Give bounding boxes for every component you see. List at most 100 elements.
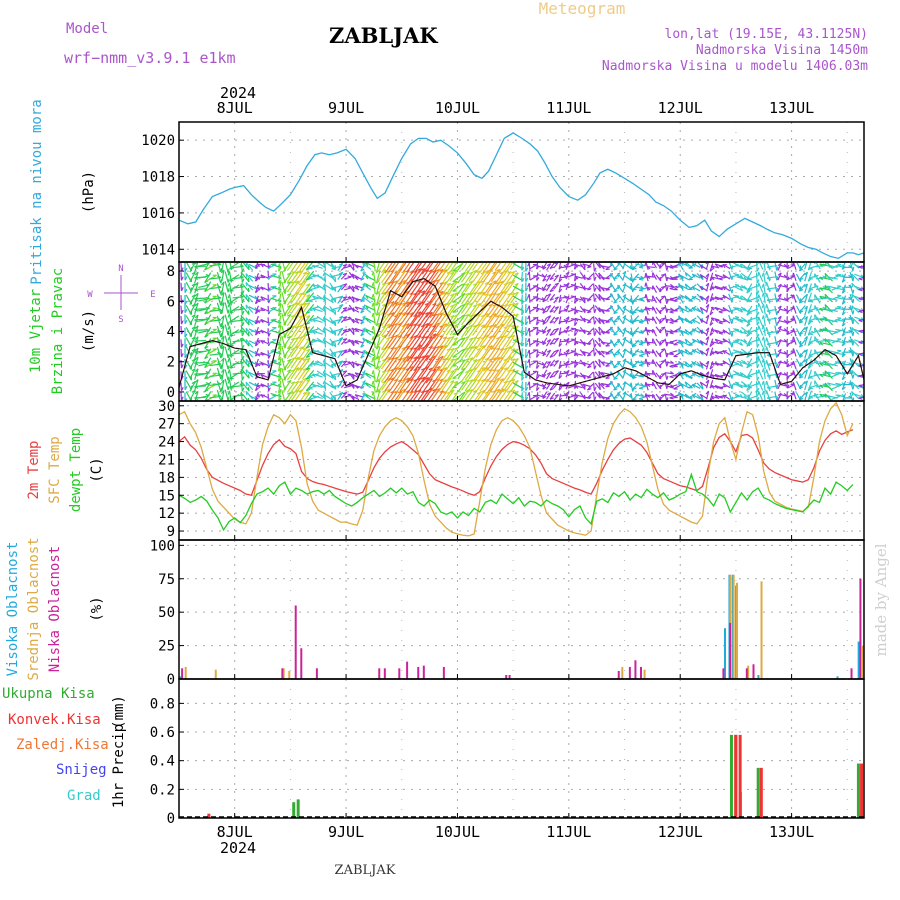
wind-unit: (m/s) <box>81 310 97 352</box>
wind-arrow-head <box>824 273 827 278</box>
wind-arrow-head <box>298 324 304 328</box>
wind-arrow <box>324 284 334 291</box>
wind-arrow <box>705 379 710 389</box>
wind-arrow <box>613 348 621 356</box>
wind-arrow-head <box>582 351 586 355</box>
wind-arrow <box>757 302 764 314</box>
wind-arrow-head <box>365 351 369 356</box>
wind-arrow <box>792 382 797 391</box>
wind-arrow <box>858 396 864 399</box>
wind-arrow <box>579 349 586 357</box>
wind-arrow-head <box>255 397 259 401</box>
wind-arrow <box>189 381 196 392</box>
wind-arrow <box>301 348 311 361</box>
wind-arrow <box>245 369 254 378</box>
wind-arrow-head <box>461 324 466 328</box>
wind-arrow-head <box>613 277 618 280</box>
wind-arrow <box>757 348 764 360</box>
wind-arrow-head <box>765 327 768 332</box>
wind-arrow <box>348 393 355 401</box>
wind-arrow-head <box>342 283 347 286</box>
wind-arrow <box>316 370 326 378</box>
wind-arrow <box>755 381 758 392</box>
wind-arrow-head <box>453 302 458 306</box>
wind-arrow <box>587 283 594 291</box>
wind-arrow <box>658 348 666 355</box>
wind-arrow <box>445 358 455 371</box>
wind-arrow <box>416 390 426 401</box>
wind-arrow-head <box>684 338 688 344</box>
wind-arrow <box>433 378 444 393</box>
wind-arrow <box>536 303 539 313</box>
wind-arrow-head <box>617 273 619 278</box>
date-tick-top: 10JUL <box>435 99 480 117</box>
wind-arrow-head <box>756 376 760 381</box>
wind-arrow-head <box>766 397 772 400</box>
wind-arrow <box>344 287 352 291</box>
wind-arrow <box>718 309 727 313</box>
wind-arrow-head <box>714 394 719 399</box>
wind-arrow-head <box>245 328 248 333</box>
wind-arrow-head <box>469 292 474 296</box>
wind-arrow-head <box>858 310 863 314</box>
wind-arrow <box>635 309 644 313</box>
wind-arrow-head <box>680 275 684 280</box>
wind-arrow <box>380 346 391 359</box>
wind-arrow-head <box>722 274 726 279</box>
wind-arrow <box>537 383 545 388</box>
wind-arrow <box>337 271 344 280</box>
wind-arrow <box>375 346 381 360</box>
wind-arrow <box>536 392 539 401</box>
wind-arrow <box>494 271 505 285</box>
wind-arrow-head <box>452 355 457 358</box>
wind-arrow-head <box>386 281 391 285</box>
wind-arrow-head <box>613 268 618 271</box>
wind-arrow-head <box>260 319 264 323</box>
wind-arrow <box>658 372 666 380</box>
wind-arrow-head <box>646 362 651 366</box>
wind-arrow <box>692 295 701 301</box>
wind-arrow-head <box>598 359 601 364</box>
wind-arrow-head <box>453 324 458 327</box>
wind-arrow-head <box>294 302 300 305</box>
wind-arrow-head <box>496 292 501 296</box>
wind-arrow-head <box>761 315 765 320</box>
wind-arrow-head <box>302 391 307 395</box>
wind-arrow <box>240 271 243 283</box>
wind-arrow-head <box>465 335 470 339</box>
wind-arrow <box>308 286 320 291</box>
wind-arrow <box>528 294 531 303</box>
wind-arrow-head <box>204 356 209 360</box>
wind-arrow <box>722 286 731 292</box>
wind-arrow-head <box>765 281 768 287</box>
wind-arrow <box>502 303 512 317</box>
wind-arrow <box>835 319 846 323</box>
wind-arrow-head <box>525 287 529 292</box>
wind-arrow <box>267 307 277 313</box>
wind-arrow <box>391 345 403 360</box>
wind-arrow-head <box>691 383 696 388</box>
wind-arrow-head <box>808 387 813 390</box>
wind-arrow-head <box>194 351 199 355</box>
date-tick-bottom: 9JUL <box>328 823 364 841</box>
wind-arrow <box>461 347 470 360</box>
wind-arrow <box>510 380 519 392</box>
wind-arrow-head <box>453 347 458 350</box>
wind-arrow <box>766 342 778 345</box>
wind-arrow <box>395 357 406 371</box>
wind-arrow-head <box>639 375 644 378</box>
wind-arrow <box>490 347 501 361</box>
wind-arrow-head <box>680 340 684 345</box>
wind-arrow <box>388 346 399 361</box>
wind-arrow <box>849 284 854 294</box>
wind-arrow-head <box>527 305 530 310</box>
wind-arrow <box>804 283 808 294</box>
wind-arrow-head <box>510 270 516 274</box>
wind-arrow-head <box>858 330 863 334</box>
wind-arrow-head <box>804 316 808 320</box>
wind-arrow <box>425 262 435 273</box>
temperature-series-line <box>179 472 854 532</box>
pressure-ytick: 1020 <box>141 133 175 149</box>
wind-arrow-head <box>714 285 719 290</box>
wind-arrow-head <box>241 321 245 327</box>
